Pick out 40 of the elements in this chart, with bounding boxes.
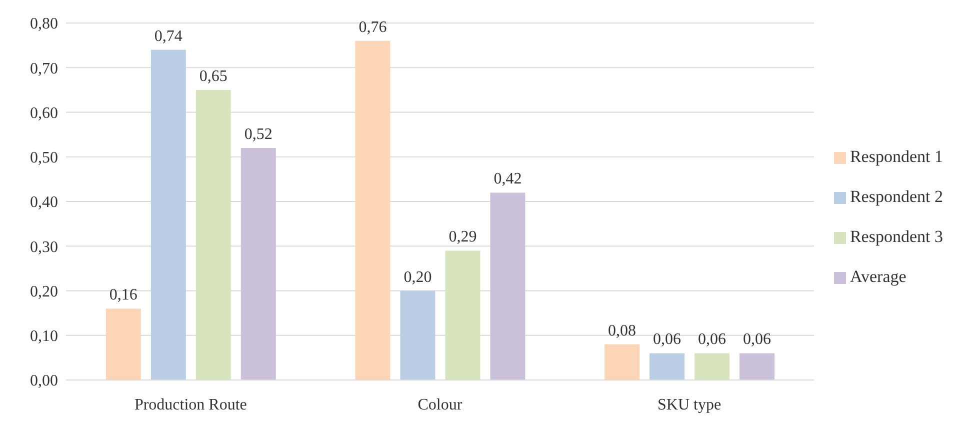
legend-label: Average bbox=[850, 266, 906, 286]
legend-label: Respondent 3 bbox=[850, 226, 943, 246]
y-tick-label: 0,20 bbox=[30, 283, 58, 300]
bar bbox=[650, 353, 685, 380]
data-label: 0,74 bbox=[154, 28, 182, 45]
y-tick-label: 0,80 bbox=[30, 16, 58, 33]
bar bbox=[694, 353, 730, 380]
bar bbox=[240, 148, 276, 380]
bar bbox=[490, 192, 526, 380]
bar bbox=[150, 50, 186, 380]
y-tick-label: 0,40 bbox=[30, 194, 58, 212]
bar bbox=[400, 290, 436, 380]
y-tick-label: 0,30 bbox=[30, 238, 58, 256]
data-label: 0,06 bbox=[743, 331, 772, 348]
y-tick-label: 0,50 bbox=[30, 150, 58, 167]
bar bbox=[355, 40, 390, 380]
x-tick-label: SKU type bbox=[658, 396, 722, 414]
data-label: 0,20 bbox=[404, 268, 432, 286]
data-label: 0,16 bbox=[109, 286, 138, 304]
y-tick-label: 0,10 bbox=[30, 328, 58, 346]
bar bbox=[740, 353, 775, 380]
legend-label: Respondent 1 bbox=[850, 146, 943, 166]
y-tick-label: 0,00 bbox=[30, 372, 58, 390]
x-tick-label: Colour bbox=[418, 396, 463, 414]
y-tick-label: 0,60 bbox=[30, 104, 58, 122]
data-label: 0,29 bbox=[448, 228, 477, 246]
data-label: 0,52 bbox=[244, 126, 272, 143]
bar bbox=[445, 250, 480, 380]
y-tick-label: 0,70 bbox=[30, 60, 58, 78]
data-label: 0,06 bbox=[653, 331, 682, 348]
x-tick-label: Production Route bbox=[134, 396, 247, 414]
legend-label: Respondent 2 bbox=[850, 186, 943, 206]
data-label: 0,42 bbox=[494, 170, 522, 188]
data-label: 0,06 bbox=[698, 331, 726, 348]
data-label: 0,08 bbox=[608, 322, 636, 340]
data-label: 0,76 bbox=[358, 18, 387, 36]
bar bbox=[106, 308, 141, 380]
bar bbox=[604, 344, 640, 380]
data-label: 0,65 bbox=[199, 68, 228, 85]
bar bbox=[196, 90, 231, 380]
